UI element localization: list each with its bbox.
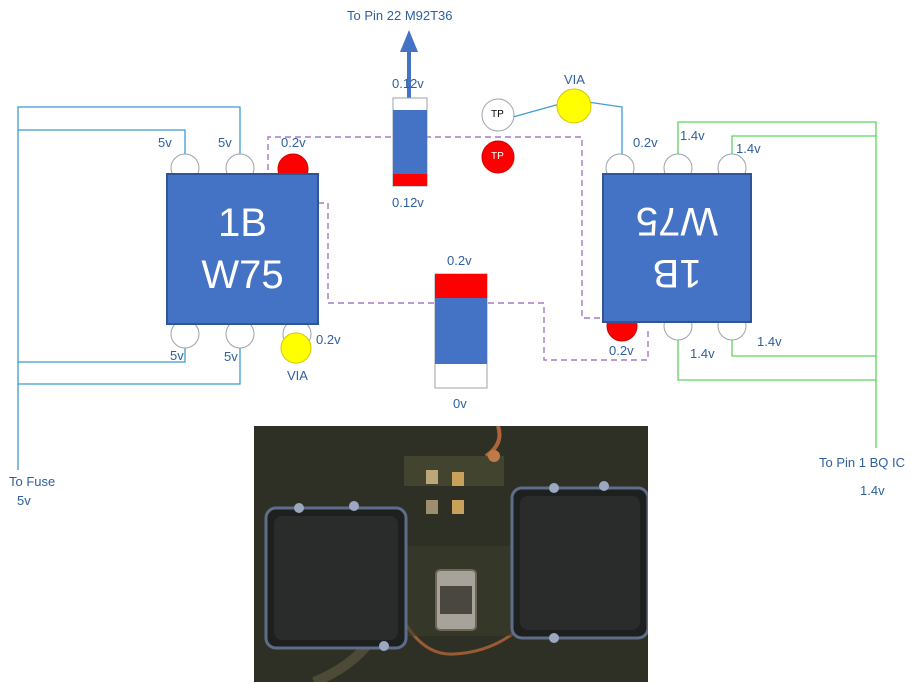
tp-white-label: TP bbox=[491, 109, 504, 120]
left-bottom-pin1-voltage: 5v bbox=[170, 348, 184, 363]
to-bq-voltage: 1.4v bbox=[860, 483, 885, 498]
center-cap-top-voltage: 0.2v bbox=[447, 253, 472, 268]
arrow-up-icon bbox=[400, 30, 418, 98]
right-bottom-pin1-voltage: 0.2v bbox=[609, 343, 634, 358]
top-resistor-top-voltage: 0.12v bbox=[392, 76, 424, 91]
arrow-label: To Pin 22 M92T36 bbox=[347, 8, 453, 23]
right-top-pin1-voltage: 0.2v bbox=[633, 135, 658, 150]
left-via-pad bbox=[280, 332, 312, 364]
via-tp-wire bbox=[512, 99, 623, 155]
right-bottom-pin2-voltage: 1.4v bbox=[690, 346, 715, 361]
right-chip-line2: W75 bbox=[635, 199, 719, 243]
left-chip: 1B W75 bbox=[166, 173, 319, 325]
tp-white-pad bbox=[481, 98, 515, 132]
right-bottom-pin3-voltage: 1.4v bbox=[757, 334, 782, 349]
left-bottom-pin2-voltage: 5v bbox=[224, 349, 238, 364]
top-resistor bbox=[392, 97, 428, 187]
right-chip: 1B W75 bbox=[602, 173, 752, 323]
pcb-photo bbox=[254, 426, 648, 682]
right-top-pin3-voltage: 1.4v bbox=[736, 141, 761, 156]
tp-red-pad bbox=[481, 140, 515, 174]
left-top-pin1-voltage: 5v bbox=[158, 135, 172, 150]
to-fuse-voltage: 5v bbox=[17, 493, 31, 508]
right-via-label: VIA bbox=[564, 72, 585, 87]
to-fuse-label: To Fuse bbox=[9, 474, 56, 489]
tp-red-label: TP bbox=[491, 151, 504, 162]
right-chip-line1: 1B bbox=[652, 251, 702, 295]
to-bq-label: To Pin 1 BQ IC bbox=[819, 455, 905, 470]
top-resistor-bottom-voltage: 0.12v bbox=[392, 195, 424, 210]
dashed-traces bbox=[267, 136, 649, 361]
center-cap-bottom-voltage: 0v bbox=[453, 396, 467, 411]
left-via-label: VIA bbox=[287, 368, 308, 383]
right-top-pin2-voltage: 1.4v bbox=[680, 128, 705, 143]
right-1v4-wires bbox=[677, 121, 877, 448]
left-top-pin3-voltage: 0.2v bbox=[281, 135, 306, 150]
left-bottom-pin3-voltage: 0.2v bbox=[316, 332, 341, 347]
center-capacitor bbox=[434, 273, 488, 389]
left-chip-line2: W75 bbox=[201, 253, 284, 297]
left-top-pin2-voltage: 5v bbox=[218, 135, 232, 150]
right-via-pad bbox=[556, 88, 592, 124]
left-chip-line1: 1B bbox=[218, 201, 267, 245]
